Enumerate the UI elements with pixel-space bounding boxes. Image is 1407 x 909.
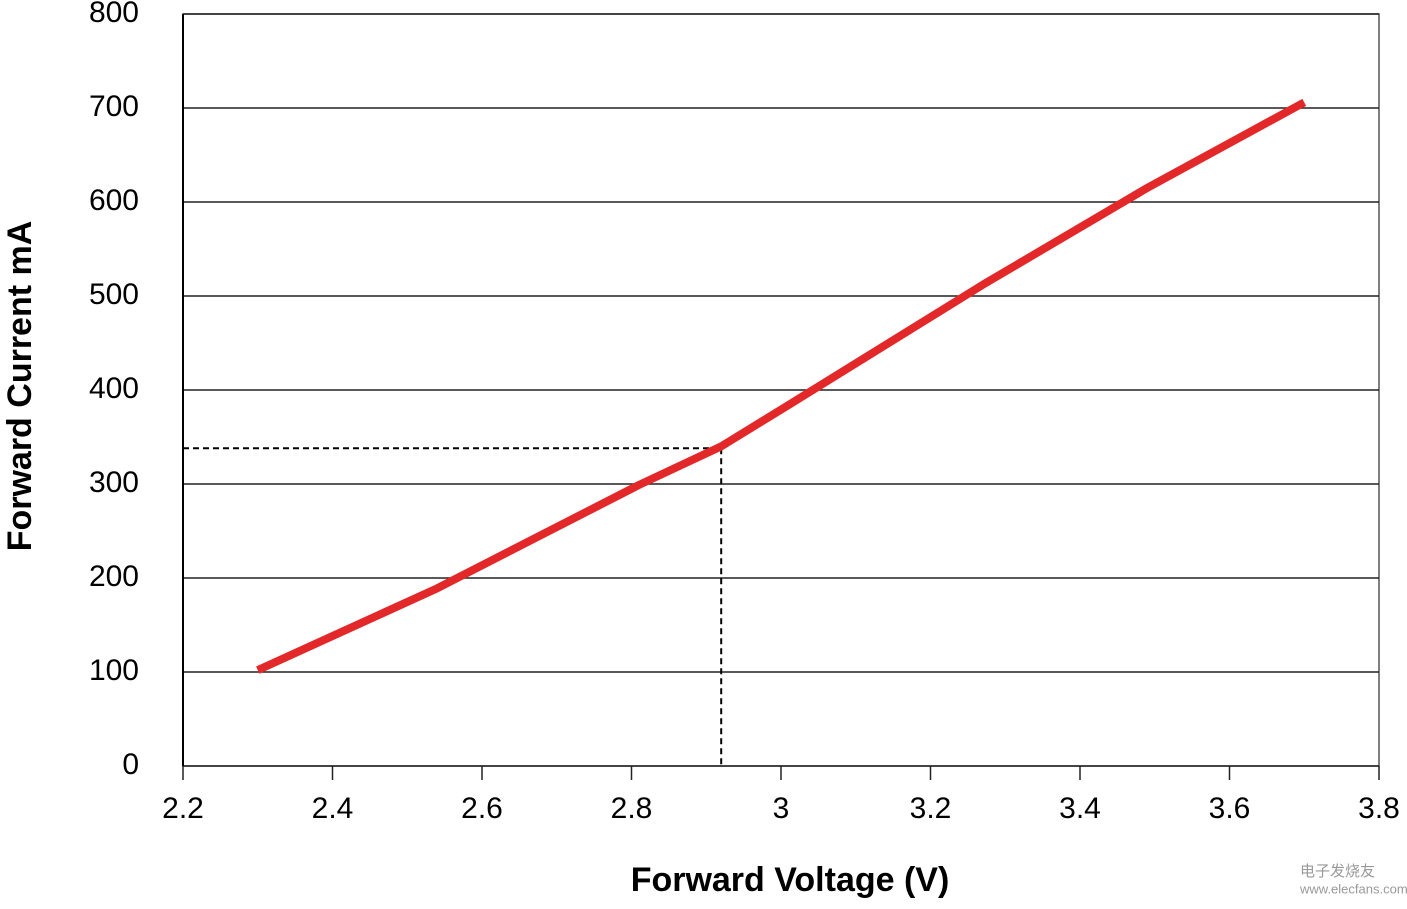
- data-line: [256, 98, 1307, 674]
- x-tick-label: 2.8: [611, 792, 653, 825]
- watermark: www.elecfans.com: [1299, 881, 1407, 896]
- watermark: 电子发烧友: [1300, 863, 1375, 880]
- x-axis-title: Forward Voltage (V): [631, 861, 950, 899]
- x-tick-label: 2.2: [162, 792, 204, 825]
- y-axis-title: Forward Current mA: [1, 221, 39, 552]
- y-tick-label: 500: [89, 278, 139, 311]
- x-tick-label: 3.4: [1059, 792, 1101, 825]
- y-tick-label: 200: [89, 560, 139, 593]
- y-tick-label: 400: [89, 372, 139, 405]
- x-tick-label: 3.8: [1358, 792, 1400, 825]
- y-tick-label: 300: [89, 466, 139, 499]
- x-tick-label: 2.6: [461, 792, 503, 825]
- y-tick-label: 700: [89, 90, 139, 123]
- x-tick-label: 3.6: [1209, 792, 1251, 825]
- y-tick-label: 800: [89, 0, 139, 29]
- y-tick-label: 100: [89, 654, 139, 687]
- x-tick-label: 3: [773, 792, 790, 825]
- y-tick-label: 0: [122, 748, 139, 781]
- x-tick-label: 3.2: [910, 792, 952, 825]
- y-tick-label: 600: [89, 184, 139, 217]
- x-tick-label: 2.4: [312, 792, 354, 825]
